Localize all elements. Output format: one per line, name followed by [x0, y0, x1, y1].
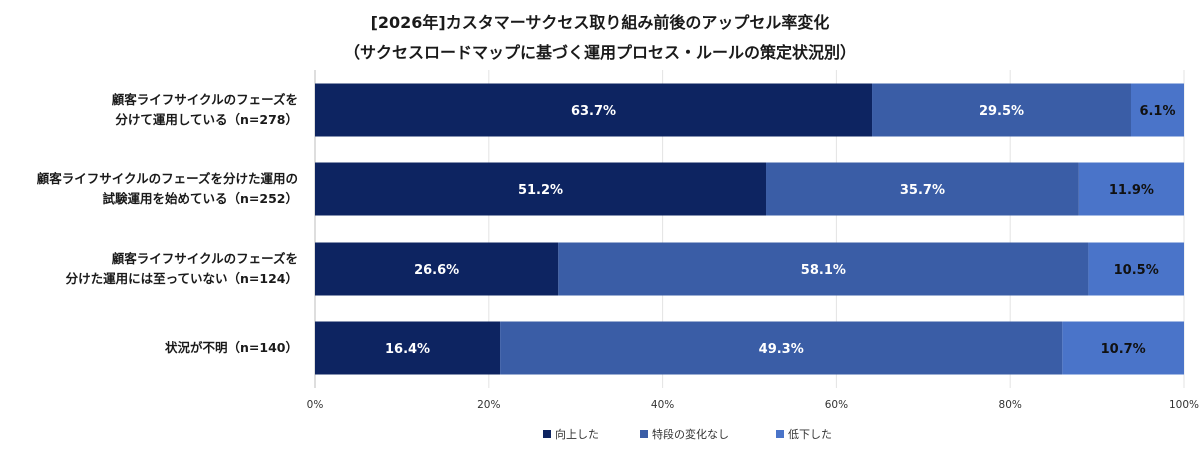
- bar-value-label: 6.1%: [1139, 104, 1175, 119]
- bar-value-label: 26.6%: [414, 263, 459, 278]
- legend-label: 向上した: [555, 428, 599, 441]
- bar-value-label: 16.4%: [385, 342, 430, 357]
- x-tick-label: 60%: [825, 399, 848, 411]
- category-label: 試験運用を始めている（n=252）: [103, 191, 298, 206]
- legend-swatch: [776, 430, 784, 438]
- bar-segment: [315, 321, 501, 375]
- category-label: 分けて運用している（n=278）: [115, 112, 298, 127]
- chart-title: [2026年]カスタマーサクセス取り組み前後のアップセル率変化: [370, 13, 830, 32]
- category-label: 状況が不明（n=140）: [165, 340, 298, 355]
- bar-segment: [558, 242, 1089, 296]
- category-label: 顧客ライフサイクルのフェーズを: [112, 251, 298, 266]
- bar-segment: [315, 83, 873, 137]
- bar-segment: [872, 83, 1131, 137]
- bar-segment: [1088, 242, 1184, 296]
- bar-segment: [315, 242, 559, 296]
- bar-value-label: 49.3%: [759, 342, 804, 357]
- category-label: 顧客ライフサイクルのフェーズを分けた運用の: [37, 171, 298, 186]
- x-tick-label: 100%: [1169, 399, 1199, 411]
- legend-swatch: [543, 430, 551, 438]
- bar-segment: [1078, 162, 1184, 216]
- bar-value-label: 10.7%: [1101, 342, 1146, 357]
- bar-segment: [766, 162, 1079, 216]
- x-tick-label: 40%: [651, 399, 674, 411]
- bar-value-label: 11.9%: [1109, 183, 1154, 198]
- legend: 向上した 特段の変化なし 低下した: [0, 426, 1200, 444]
- legend-item: 向上した: [543, 426, 599, 442]
- category-label: 顧客ライフサイクルのフェーズを: [112, 92, 298, 107]
- bar-segment: [315, 162, 767, 216]
- stacked-bar-chart: 0% 20% 40% 60% 80% 100% 63.7% 29.5% 6.1% 顧客ライフサイク…: [37, 70, 1199, 411]
- bar-value-label: 63.7%: [571, 104, 616, 119]
- x-tick-label: 0%: [307, 399, 324, 411]
- bar-value-label: 58.1%: [801, 263, 846, 278]
- bar-segment: [1062, 321, 1184, 375]
- bar-value-label: 29.5%: [979, 104, 1024, 119]
- bar-value-label: 51.2%: [518, 183, 563, 198]
- chart-subtitle: （サクセスロードマップに基づく運用プロセス・ルールの策定状況別）: [343, 43, 856, 62]
- legend-item: 低下した: [776, 426, 832, 442]
- x-tick-label: 20%: [477, 399, 500, 411]
- x-tick-label: 80%: [999, 399, 1022, 411]
- legend-swatch: [640, 430, 648, 438]
- bar-segment: [500, 321, 1063, 375]
- legend-label: 低下した: [788, 428, 832, 441]
- bar-segment: [1130, 83, 1184, 137]
- bar-value-label: 10.5%: [1114, 263, 1159, 278]
- legend-label: 特段の変化なし: [652, 428, 729, 441]
- legend-item: 特段の変化なし: [640, 426, 729, 442]
- category-label: 分けた運用には至っていない（n=124）: [66, 271, 298, 286]
- bar-value-label: 35.7%: [900, 183, 945, 198]
